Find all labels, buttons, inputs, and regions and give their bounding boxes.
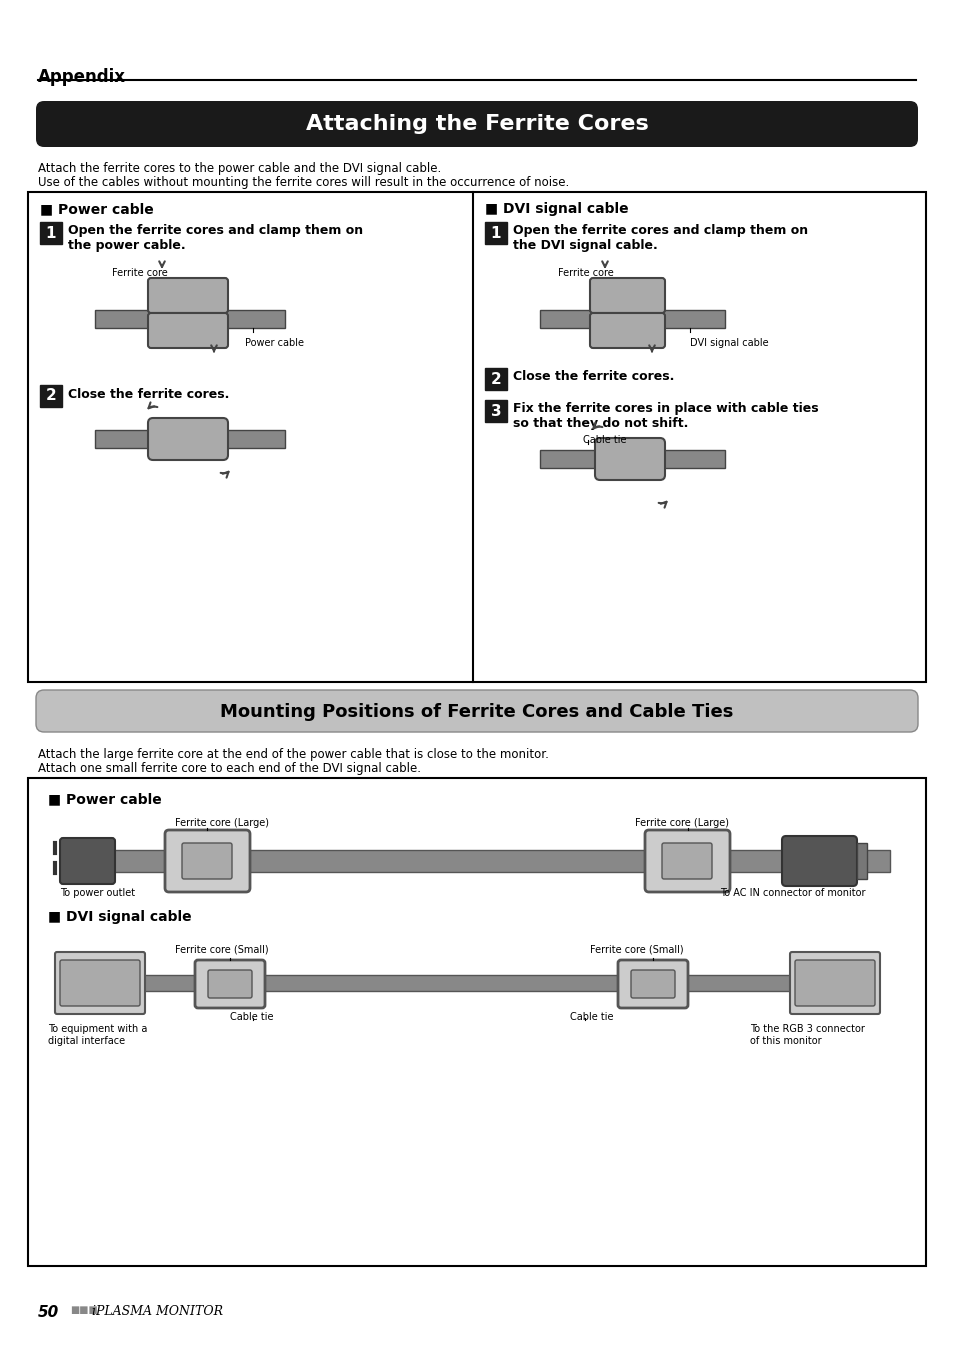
- Text: 2: 2: [490, 372, 501, 386]
- Text: Ferrite core (Small): Ferrite core (Small): [589, 944, 683, 954]
- Text: ■ DVI signal cable: ■ DVI signal cable: [484, 203, 628, 216]
- Bar: [484, 222, 506, 245]
- Text: Close the ferrite cores.: Close the ferrite cores.: [513, 370, 674, 382]
- Text: Open the ferrite cores and clamp them on
the power cable.: Open the ferrite cores and clamp them on…: [68, 224, 363, 253]
- FancyBboxPatch shape: [60, 961, 140, 1006]
- FancyBboxPatch shape: [148, 278, 228, 313]
- Bar: [85, 975, 840, 992]
- Text: Ferrite core: Ferrite core: [112, 267, 168, 278]
- FancyBboxPatch shape: [55, 952, 145, 1015]
- Text: ■ Power cable: ■ Power cable: [48, 792, 162, 807]
- Text: Attach the large ferrite core at the end of the power cable that is close to the: Attach the large ferrite core at the end…: [38, 748, 548, 761]
- Bar: [856, 843, 866, 880]
- FancyBboxPatch shape: [595, 438, 664, 480]
- FancyBboxPatch shape: [36, 690, 917, 732]
- FancyBboxPatch shape: [60, 838, 115, 884]
- Bar: [60, 850, 889, 871]
- FancyBboxPatch shape: [589, 278, 664, 313]
- Text: 3: 3: [490, 404, 500, 419]
- Bar: [484, 367, 506, 390]
- FancyBboxPatch shape: [194, 961, 265, 1008]
- Text: Attach the ferrite cores to the power cable and the DVI signal cable.: Attach the ferrite cores to the power ca…: [38, 162, 441, 176]
- FancyBboxPatch shape: [165, 830, 250, 892]
- Text: ■■■: ■■■: [70, 1305, 97, 1315]
- FancyBboxPatch shape: [794, 961, 874, 1006]
- Bar: [95, 430, 285, 449]
- Text: Ferrite core: Ferrite core: [558, 267, 613, 278]
- Text: Attaching the Ferrite Cores: Attaching the Ferrite Cores: [305, 113, 648, 134]
- FancyBboxPatch shape: [630, 970, 675, 998]
- Text: 1: 1: [490, 226, 500, 240]
- FancyBboxPatch shape: [618, 961, 687, 1008]
- FancyBboxPatch shape: [36, 101, 917, 147]
- Bar: [484, 400, 506, 422]
- Text: ■ Power cable: ■ Power cable: [40, 203, 153, 216]
- Bar: [539, 309, 724, 328]
- Text: 1: 1: [46, 226, 56, 240]
- FancyBboxPatch shape: [148, 313, 228, 349]
- Text: Mounting Positions of Ferrite Cores and Cable Ties: Mounting Positions of Ferrite Cores and …: [220, 703, 733, 721]
- FancyBboxPatch shape: [789, 952, 879, 1015]
- FancyBboxPatch shape: [148, 417, 228, 459]
- Text: Close the ferrite cores.: Close the ferrite cores.: [68, 388, 229, 401]
- Text: Cable tie: Cable tie: [582, 435, 626, 444]
- Text: Ferrite core (Large): Ferrite core (Large): [635, 817, 728, 828]
- Text: Attach one small ferrite core to each end of the DVI signal cable.: Attach one small ferrite core to each en…: [38, 762, 420, 775]
- Bar: [40, 222, 62, 245]
- FancyBboxPatch shape: [589, 313, 664, 349]
- Text: Cable tie: Cable tie: [569, 1012, 613, 1021]
- Text: To equipment with a
digital interface: To equipment with a digital interface: [48, 1024, 147, 1046]
- FancyBboxPatch shape: [182, 843, 232, 880]
- Text: DVI signal cable: DVI signal cable: [689, 338, 768, 349]
- Text: Cable tie: Cable tie: [230, 1012, 274, 1021]
- Text: To power outlet: To power outlet: [60, 888, 135, 898]
- Text: 2: 2: [46, 389, 56, 404]
- Text: Fix the ferrite cores in place with cable ties
so that they do not shift.: Fix the ferrite cores in place with cabl…: [513, 403, 818, 430]
- FancyBboxPatch shape: [208, 970, 252, 998]
- Text: Appendix: Appendix: [38, 68, 126, 86]
- Text: Open the ferrite cores and clamp them on
the DVI signal cable.: Open the ferrite cores and clamp them on…: [513, 224, 807, 253]
- Text: ■ DVI signal cable: ■ DVI signal cable: [48, 911, 192, 924]
- Bar: [40, 385, 62, 407]
- Text: To AC IN connector of monitor: To AC IN connector of monitor: [720, 888, 864, 898]
- Text: Use of the cables without mounting the ferrite cores will result in the occurren: Use of the cables without mounting the f…: [38, 176, 569, 189]
- FancyBboxPatch shape: [781, 836, 856, 886]
- Bar: [539, 450, 724, 467]
- Text: To the RGB 3 connector
of this monitor: To the RGB 3 connector of this monitor: [749, 1024, 864, 1046]
- FancyBboxPatch shape: [661, 843, 711, 880]
- Text: Ferrite core (Small): Ferrite core (Small): [174, 944, 269, 954]
- Text: Power cable: Power cable: [245, 338, 304, 349]
- Text: Ferrite core (Large): Ferrite core (Large): [174, 817, 269, 828]
- FancyBboxPatch shape: [644, 830, 729, 892]
- Bar: [28, 192, 925, 682]
- Text: 50: 50: [38, 1305, 59, 1320]
- Bar: [95, 309, 285, 328]
- Bar: [28, 778, 925, 1266]
- Text: iPLASMA MONITOR: iPLASMA MONITOR: [91, 1305, 223, 1319]
